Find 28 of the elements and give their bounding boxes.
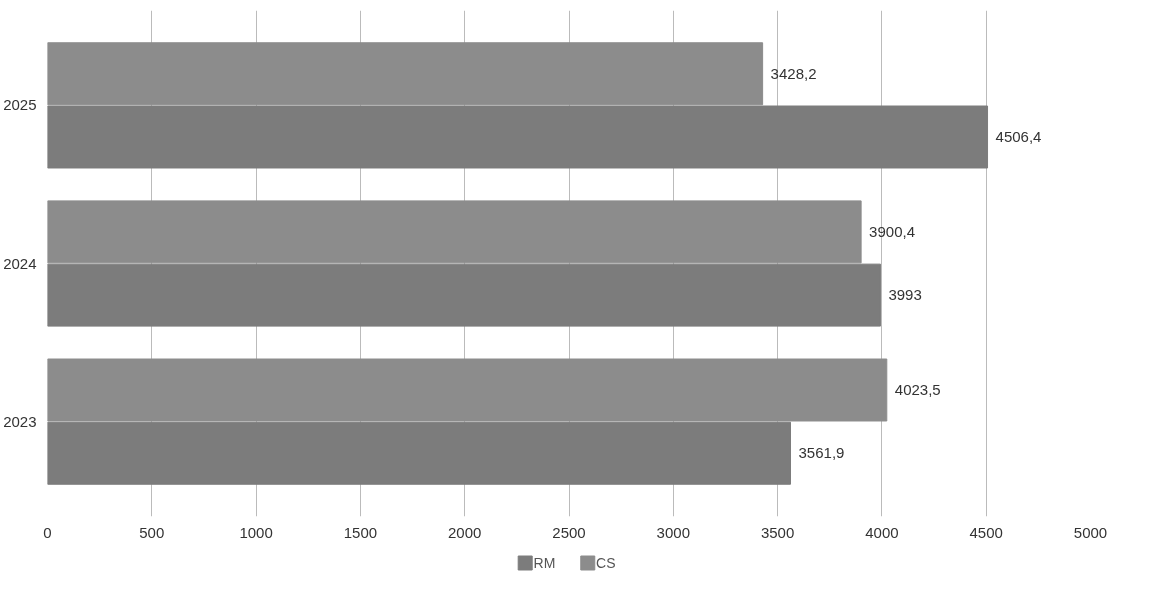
- x-tick-label: 5000: [1073, 523, 1108, 541]
- bar: [47, 200, 862, 264]
- x-tick-label: 2500: [552, 523, 586, 541]
- legend-label: CS: [596, 555, 616, 571]
- x-tick-label: 4000: [865, 523, 899, 541]
- legend-label: RM: [533, 555, 556, 571]
- x-tick-label: 1000: [239, 523, 273, 541]
- data-label: 3428,2: [770, 64, 817, 82]
- bar: [47, 421, 792, 485]
- bar: [47, 263, 881, 327]
- x-tick-label: 1500: [343, 523, 378, 541]
- y-tick-label: 2023: [3, 412, 37, 430]
- data-label: 3900,4: [869, 222, 916, 240]
- data-label: 3561,9: [798, 444, 845, 462]
- x-tick-label: 500: [139, 523, 165, 541]
- x-tick-label: 3000: [656, 523, 690, 541]
- bar: [47, 105, 989, 169]
- data-label: 3993: [888, 286, 922, 304]
- y-tick-label: 2024: [3, 254, 37, 272]
- data-label: 4023,5: [894, 381, 941, 398]
- x-tick-label: 3500: [760, 523, 795, 541]
- x-tick-label: 0: [43, 523, 52, 541]
- x-tick-label: 4500: [969, 523, 1003, 541]
- data-label: 4506,4: [995, 128, 1042, 145]
- bar: [47, 42, 764, 106]
- bar: [47, 358, 888, 422]
- x-tick-label: 2000: [448, 523, 482, 541]
- y-tick-label: 2025: [3, 96, 37, 114]
